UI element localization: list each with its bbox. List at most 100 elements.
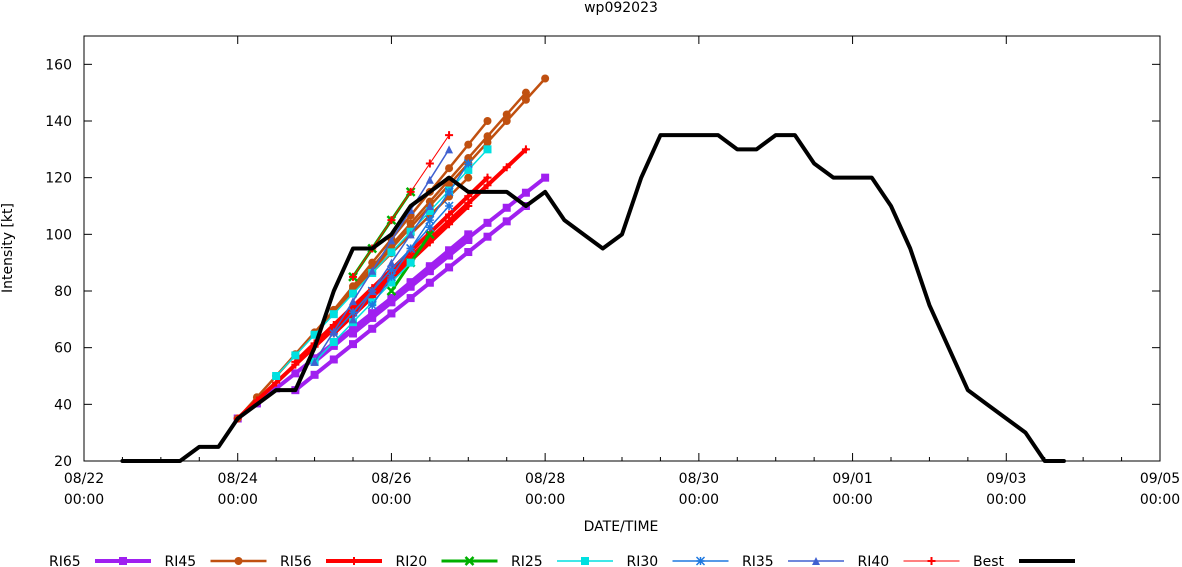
marker-triangle (445, 145, 454, 154)
series-ri65 (349, 236, 473, 338)
marker-plus (483, 173, 492, 182)
marker-square (464, 248, 473, 257)
x-tick-label-time: 00:00 (64, 492, 104, 508)
marker-circle (502, 110, 511, 119)
legend-item-ri20: RI20 (396, 554, 498, 567)
marker-plus (387, 216, 396, 225)
marker-circle (521, 95, 530, 104)
marker-circle (464, 140, 473, 149)
marker-cross (464, 556, 475, 566)
marker-triangle (349, 315, 357, 324)
marker-square (502, 217, 511, 226)
marker-square (119, 557, 127, 565)
marker-circle (464, 173, 473, 182)
marker-square (483, 145, 492, 154)
marker-star (406, 243, 416, 254)
marker-square (310, 330, 319, 339)
marker-plus (521, 145, 530, 154)
legend-item-ri45: RI45 (165, 554, 267, 567)
marker-square (406, 278, 415, 287)
x-tick-label-time: 00:00 (1140, 492, 1180, 508)
marker-triangle (310, 357, 319, 366)
marker-star (695, 556, 706, 566)
marker-square (368, 313, 377, 322)
marker-star (463, 158, 473, 169)
marker-square (425, 278, 434, 287)
legend-label: Best (973, 554, 1005, 567)
marker-plus (349, 272, 357, 281)
marker-square (387, 248, 396, 257)
x-tick-label-time: 00:00 (679, 492, 719, 508)
x-tick-label-time: 00:00 (218, 492, 258, 508)
marker-square (464, 236, 473, 244)
marker-star (444, 201, 454, 211)
marker-star (444, 187, 454, 197)
marker-square (387, 278, 396, 287)
series-ri30 (367, 158, 473, 310)
marker-square (368, 324, 377, 333)
marker-circle (483, 117, 492, 125)
marker-square (387, 309, 396, 318)
marker-square (483, 218, 492, 227)
marker-triangle (349, 297, 357, 306)
marker-square (272, 372, 281, 380)
marker-circle (368, 258, 377, 267)
legend-label: RI40 (858, 554, 890, 567)
legend-label: RI25 (511, 554, 543, 567)
legend-label: RI65 (49, 554, 81, 567)
marker-square (425, 207, 434, 216)
x-axis-label: DATE/TIME (584, 519, 659, 535)
marker-square (349, 340, 357, 349)
y-axis-label: Intensity [kt] (0, 203, 16, 293)
y-tick-label: 80 (54, 284, 72, 300)
marker-square (445, 246, 454, 255)
y-tick-label: 100 (45, 227, 72, 243)
series-ri35 (349, 202, 434, 324)
series-ri35 (310, 145, 454, 366)
marker-circle (234, 557, 243, 565)
series-line (235, 147, 528, 421)
marker-plus (927, 557, 936, 565)
marker-plus (406, 187, 415, 196)
marker-square (464, 165, 473, 174)
x-tick-label-date: 09/03 (986, 471, 1026, 487)
marker-plus (445, 131, 454, 140)
marker-square (406, 282, 415, 291)
legend-item-ri56: RI56 (280, 554, 382, 567)
legend-label: RI45 (165, 554, 197, 567)
marker-circle (502, 117, 511, 125)
x-tick-label-time: 00:00 (832, 492, 872, 508)
marker-triangle (329, 327, 338, 336)
y-tick-label: 40 (54, 397, 72, 413)
y-tick-label: 140 (45, 114, 72, 130)
marker-square (310, 370, 319, 379)
marker-star (367, 300, 377, 310)
marker-triangle (425, 175, 434, 184)
marker-triangle (368, 266, 377, 275)
marker-square (464, 230, 473, 239)
plot-series (120, 74, 1066, 463)
legend-label: RI20 (396, 554, 428, 567)
axis-ticks: 20 40 60 80 100 120 140 160 08/22 00:00 08/24 00:00… (45, 36, 1180, 508)
marker-plus (502, 163, 511, 172)
marker-circle (541, 74, 550, 83)
marker-square (406, 258, 415, 267)
marker-circle (406, 219, 415, 228)
marker-plus (483, 181, 492, 190)
marker-square (387, 294, 396, 303)
plot-frame (83, 35, 1161, 462)
marker-star (386, 272, 396, 282)
legend-label: RI56 (280, 554, 312, 567)
series-line (313, 148, 450, 363)
marker-square (349, 289, 357, 298)
marker-square (291, 369, 300, 378)
series-best (120, 133, 1066, 463)
legend-item-best: Best (973, 554, 1075, 567)
x-tick-label-date: 08/28 (525, 471, 565, 487)
marker-plus (425, 159, 434, 168)
legend-item-ri25: RI25 (511, 554, 613, 567)
y-tick-label: 60 (54, 341, 72, 357)
marker-triangle (368, 287, 377, 295)
legend-label: RI30 (627, 554, 659, 567)
